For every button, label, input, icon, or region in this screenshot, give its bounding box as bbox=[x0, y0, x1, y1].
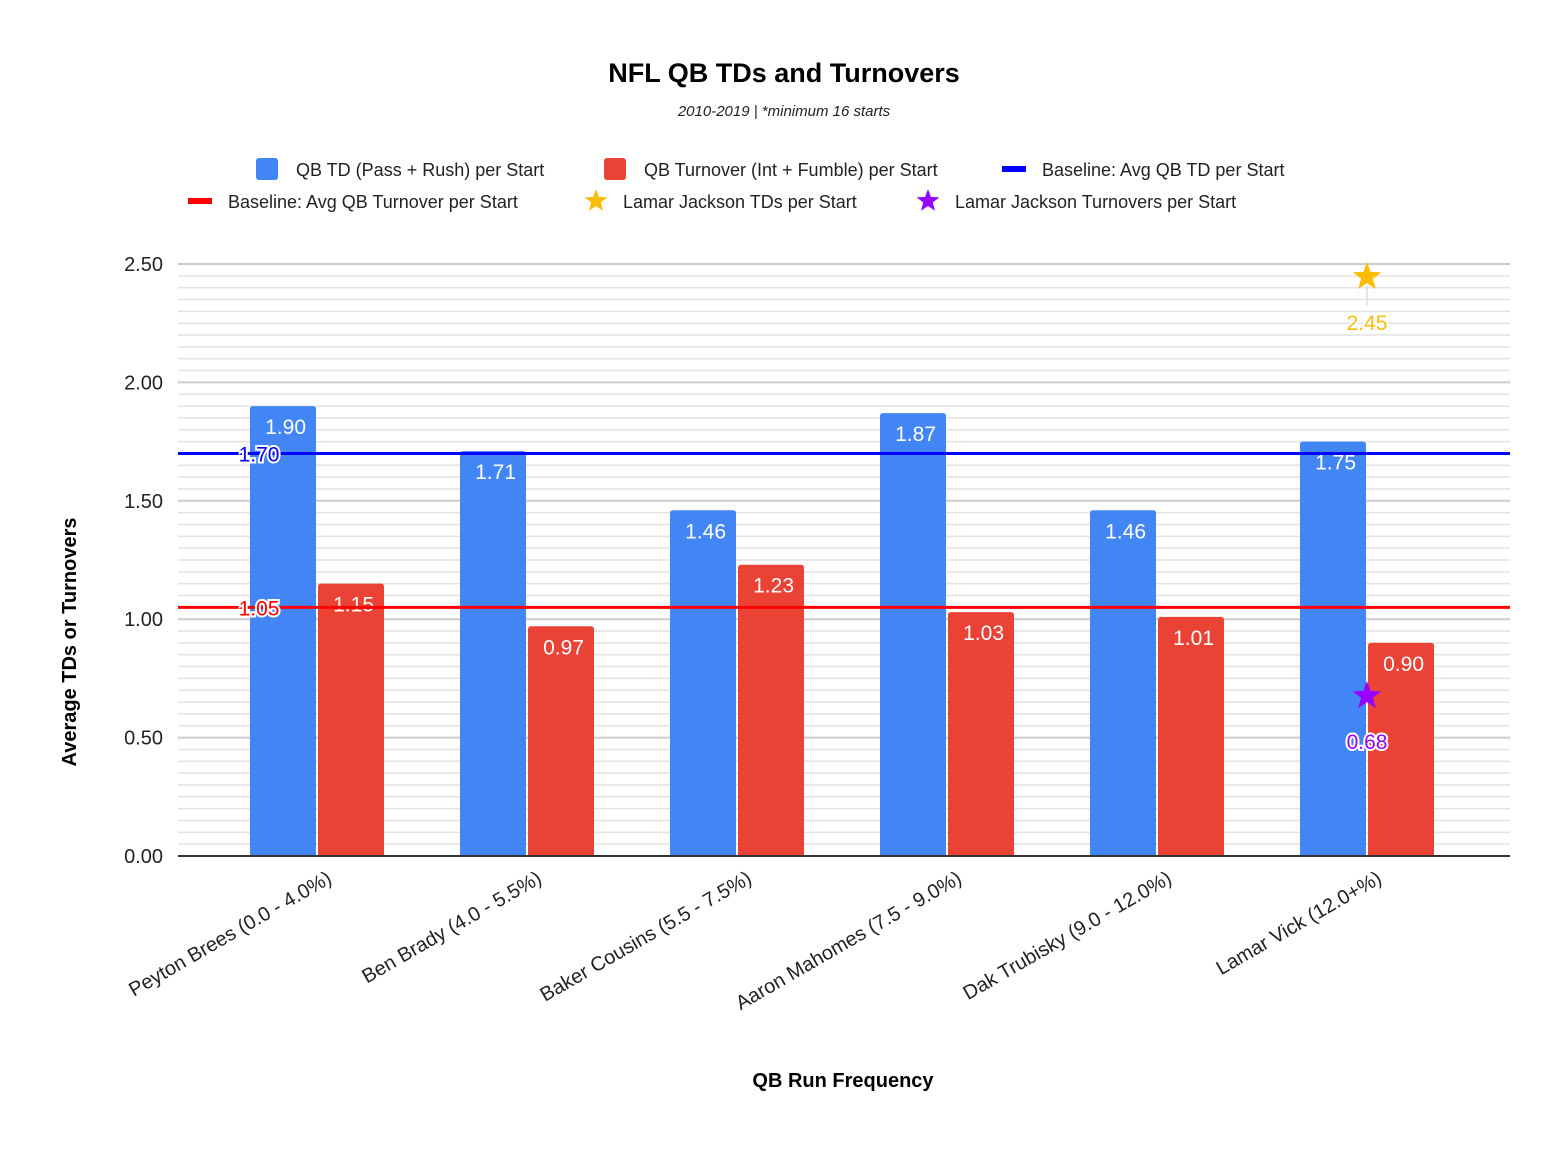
y-axis-title: Average TDs or Turnovers bbox=[59, 518, 81, 767]
y-tick-label: 0.00 bbox=[124, 846, 163, 868]
x-tick-label: Dak Trubisky (9.0 - 12.0%) bbox=[959, 867, 1175, 1004]
turnover-bar-label: 1.15 bbox=[333, 594, 374, 617]
turnover-bar-label: 1.03 bbox=[963, 622, 1004, 645]
turnover-bar[interactable] bbox=[318, 583, 384, 856]
lamar-turnover-label: 0.68 bbox=[1347, 731, 1388, 754]
chart-subtitle: 2010-2019 | *minimum 16 starts bbox=[677, 103, 891, 120]
baselines: 1.70 1.05 bbox=[178, 441, 1510, 622]
legend-swatch-td bbox=[256, 158, 278, 180]
legend-item-lamar-turnover[interactable]: Lamar Jackson Turnovers per Start bbox=[916, 189, 1237, 212]
y-tick-label: 2.00 bbox=[124, 372, 163, 394]
x-axis-ticks: Peyton Brees (0.0 - 4.0%) Ben Brady (4.0 … bbox=[125, 867, 1385, 1014]
td-bar[interactable] bbox=[670, 510, 736, 856]
td-bar-label: 1.75 bbox=[1315, 452, 1356, 475]
legend-label-td: QB TD (Pass + Rush) per Start bbox=[296, 160, 544, 180]
x-tick-label: Baker Cousins (5.5 - 7.5%) bbox=[537, 867, 756, 1006]
lamar-turnover-star-marker[interactable] bbox=[1352, 680, 1382, 709]
y-tick-label: 1.50 bbox=[124, 491, 163, 513]
turnover-bar[interactable] bbox=[1158, 616, 1224, 856]
td-baseline-label: 1.70 bbox=[239, 443, 280, 466]
y-tick-label: 0.50 bbox=[124, 728, 163, 750]
turnover-bar[interactable] bbox=[528, 626, 594, 856]
lamar-td-star-marker[interactable] bbox=[1352, 261, 1382, 289]
x-tick-label: Ben Brady (4.0 - 5.5%) bbox=[358, 867, 545, 988]
td-bar-label: 1.46 bbox=[1105, 520, 1146, 543]
td-bar-label: 1.46 bbox=[685, 520, 726, 543]
turnover-bar-label: 0.97 bbox=[543, 636, 584, 659]
x-tick-label: Aaron Mahomes (7.5 - 9.0%) bbox=[732, 867, 965, 1014]
x-axis-title: QB Run Frequency bbox=[752, 1070, 934, 1092]
turnover-bar[interactable] bbox=[738, 564, 804, 856]
turnover-bar[interactable] bbox=[948, 612, 1014, 856]
turnover-bar[interactable] bbox=[1368, 642, 1434, 856]
legend-item-lamar-td[interactable]: Lamar Jackson TDs per Start bbox=[584, 189, 857, 212]
legend-label-lamar-turnover: Lamar Jackson Turnovers per Start bbox=[955, 192, 1236, 212]
y-tick-label: 2.50 bbox=[124, 254, 163, 276]
td-bar[interactable] bbox=[1300, 441, 1366, 856]
td-bar[interactable] bbox=[1090, 510, 1156, 856]
legend-item-td[interactable]: QB TD (Pass + Rush) per Start bbox=[256, 158, 544, 180]
markers: 2.45 0.68 bbox=[1345, 261, 1389, 756]
legend-item-turnover[interactable]: QB Turnover (Int + Fumble) per Start bbox=[604, 158, 938, 180]
turnover-bar-label: 1.01 bbox=[1173, 627, 1214, 650]
chart-title: NFL QB TDs and Turnovers bbox=[608, 58, 960, 88]
turnover-bar-label: 0.90 bbox=[1383, 653, 1424, 676]
td-bar-label: 1.87 bbox=[895, 423, 936, 446]
legend-item-turnover-baseline[interactable]: Baseline: Avg QB Turnover per Start bbox=[188, 192, 518, 212]
td-bar[interactable] bbox=[880, 413, 946, 856]
td-bar[interactable] bbox=[460, 451, 526, 856]
td-bar-label: 1.90 bbox=[265, 416, 306, 439]
legend-item-td-baseline[interactable]: Baseline: Avg QB TD per Start bbox=[1002, 160, 1284, 180]
gridlines bbox=[178, 263, 1510, 845]
bars: 1.90 1.15 1.71 0.97 1.46 1.23 1.87 1.03 1.46 1.01… bbox=[250, 406, 1434, 856]
legend-label-turnover: QB Turnover (Int + Fumble) per Start bbox=[644, 160, 938, 180]
x-tick-label: Peyton Brees (0.0 - 4.0%) bbox=[125, 867, 335, 1001]
legend: QB TD (Pass + Rush) per Start QB Turnove… bbox=[188, 158, 1284, 212]
turnover-bar-label: 1.23 bbox=[753, 575, 794, 598]
td-bar[interactable] bbox=[250, 406, 316, 856]
td-bar-label: 1.71 bbox=[475, 461, 516, 484]
legend-label-td-baseline: Baseline: Avg QB TD per Start bbox=[1042, 160, 1284, 180]
lamar-td-label: 2.45 bbox=[1347, 312, 1388, 335]
y-tick-label: 1.00 bbox=[124, 609, 163, 631]
x-tick-label: Lamar Vick (12.0+%) bbox=[1213, 867, 1386, 980]
legend-line-turnover-baseline bbox=[188, 198, 212, 204]
legend-label-lamar-td: Lamar Jackson TDs per Start bbox=[623, 192, 857, 212]
legend-label-turnover-baseline: Baseline: Avg QB Turnover per Start bbox=[228, 192, 518, 212]
legend-swatch-turnover bbox=[604, 158, 626, 180]
legend-line-td-baseline bbox=[1002, 166, 1026, 172]
y-axis-ticks: 0.00 0.50 1.00 1.50 2.00 2.50 bbox=[124, 254, 163, 868]
turnover-baseline-label: 1.05 bbox=[239, 597, 280, 620]
star-icon bbox=[584, 189, 608, 211]
star-icon bbox=[916, 189, 940, 211]
